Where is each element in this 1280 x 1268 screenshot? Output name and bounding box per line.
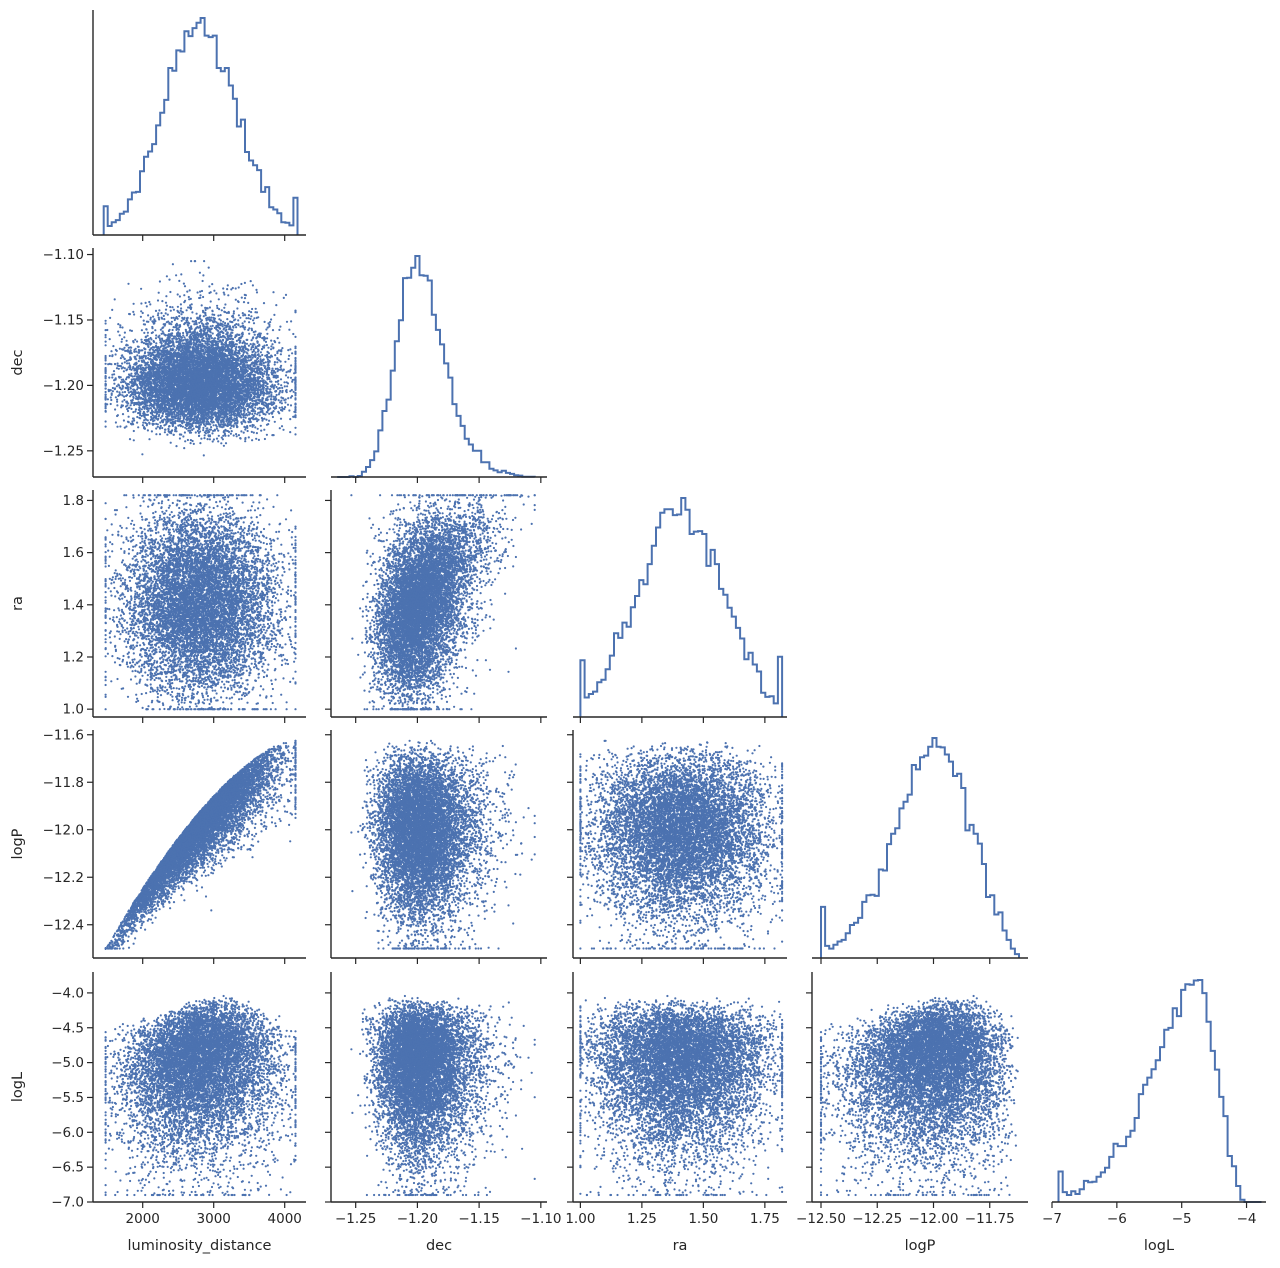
scatter-point bbox=[254, 406, 256, 408]
scatter-point bbox=[151, 430, 153, 432]
scatter-point bbox=[142, 312, 144, 314]
scatter-point bbox=[198, 424, 200, 426]
scatter-point bbox=[184, 440, 186, 442]
scatter-point bbox=[208, 316, 210, 318]
scatter-point bbox=[202, 427, 204, 429]
scatter-point bbox=[106, 329, 108, 331]
scatter-point bbox=[145, 336, 147, 338]
scatter-point bbox=[111, 309, 113, 311]
scatter-point bbox=[127, 410, 129, 412]
scatter-point bbox=[231, 430, 233, 432]
scatter-point bbox=[216, 305, 218, 307]
scatter-point bbox=[197, 291, 199, 293]
scatter-point bbox=[243, 301, 245, 303]
scatter-point bbox=[256, 291, 258, 293]
scatter-point bbox=[157, 426, 159, 428]
scatter-point bbox=[105, 393, 107, 395]
scatter-point bbox=[165, 295, 167, 297]
scatter-point bbox=[168, 279, 170, 281]
scatter-point bbox=[284, 385, 286, 387]
scatter-point bbox=[155, 433, 157, 435]
scatter-point bbox=[284, 361, 286, 363]
scatter-point bbox=[175, 445, 177, 447]
scatter-point bbox=[161, 300, 163, 302]
scatter-dec-vs-luminosity_distance bbox=[105, 260, 297, 457]
scatter-point bbox=[248, 314, 250, 316]
scatter-point bbox=[128, 392, 130, 394]
scatter-point bbox=[140, 288, 142, 290]
scatter-point bbox=[265, 419, 267, 421]
scatter-point bbox=[160, 329, 162, 331]
scatter-point bbox=[250, 348, 252, 350]
scatter-point bbox=[236, 340, 238, 342]
scatter-point bbox=[280, 418, 282, 420]
scatter-point bbox=[107, 398, 109, 400]
scatter-point bbox=[170, 442, 172, 444]
scatter-point bbox=[244, 282, 246, 284]
scatter-point bbox=[188, 296, 190, 298]
scatter-point bbox=[165, 302, 167, 304]
scatter-point bbox=[109, 338, 111, 340]
scatter-point bbox=[173, 309, 175, 311]
scatter-point bbox=[227, 335, 229, 337]
scatter-point bbox=[109, 317, 111, 319]
scatter-point bbox=[287, 404, 289, 406]
scatter-point bbox=[105, 388, 107, 390]
scatter-point bbox=[136, 354, 138, 356]
scatter-point bbox=[202, 274, 204, 276]
scatter-point bbox=[128, 416, 130, 418]
scatter-point bbox=[245, 317, 247, 319]
scatter-point bbox=[167, 314, 169, 316]
scatter-point bbox=[141, 329, 143, 331]
scatter-point bbox=[133, 430, 135, 432]
scatter-point bbox=[115, 353, 117, 355]
scatter-point bbox=[217, 440, 219, 442]
scatter-point bbox=[255, 351, 257, 353]
scatter-point bbox=[270, 340, 272, 342]
scatter-point bbox=[273, 396, 275, 398]
scatter-point bbox=[208, 338, 210, 340]
scatter-point bbox=[266, 344, 268, 346]
scatter-point bbox=[118, 391, 120, 393]
scatter-point bbox=[203, 437, 205, 439]
scatter-point bbox=[244, 428, 246, 430]
scatter-point bbox=[204, 434, 206, 436]
scatter-point bbox=[133, 303, 135, 305]
scatter-point bbox=[218, 435, 220, 437]
scatter-point bbox=[110, 396, 112, 398]
scatter-point bbox=[129, 364, 131, 366]
scatter-point bbox=[187, 439, 189, 441]
scatter-point bbox=[163, 315, 165, 317]
scatter-point bbox=[288, 358, 290, 360]
scatter-point bbox=[255, 438, 257, 440]
scatter-point bbox=[147, 314, 149, 316]
scatter-point bbox=[133, 439, 135, 441]
scatter-point bbox=[271, 368, 273, 370]
scatter-point bbox=[175, 274, 177, 276]
scatter-point bbox=[228, 435, 230, 437]
scatter-point bbox=[226, 288, 228, 290]
scatter-point bbox=[121, 341, 123, 343]
scatter-point bbox=[255, 289, 257, 291]
scatter-point bbox=[166, 434, 168, 436]
scatter-point bbox=[161, 318, 163, 320]
scatter-point bbox=[285, 374, 287, 376]
scatter-point bbox=[137, 386, 139, 388]
scatter-point bbox=[278, 399, 280, 401]
scatter-point bbox=[248, 345, 250, 347]
